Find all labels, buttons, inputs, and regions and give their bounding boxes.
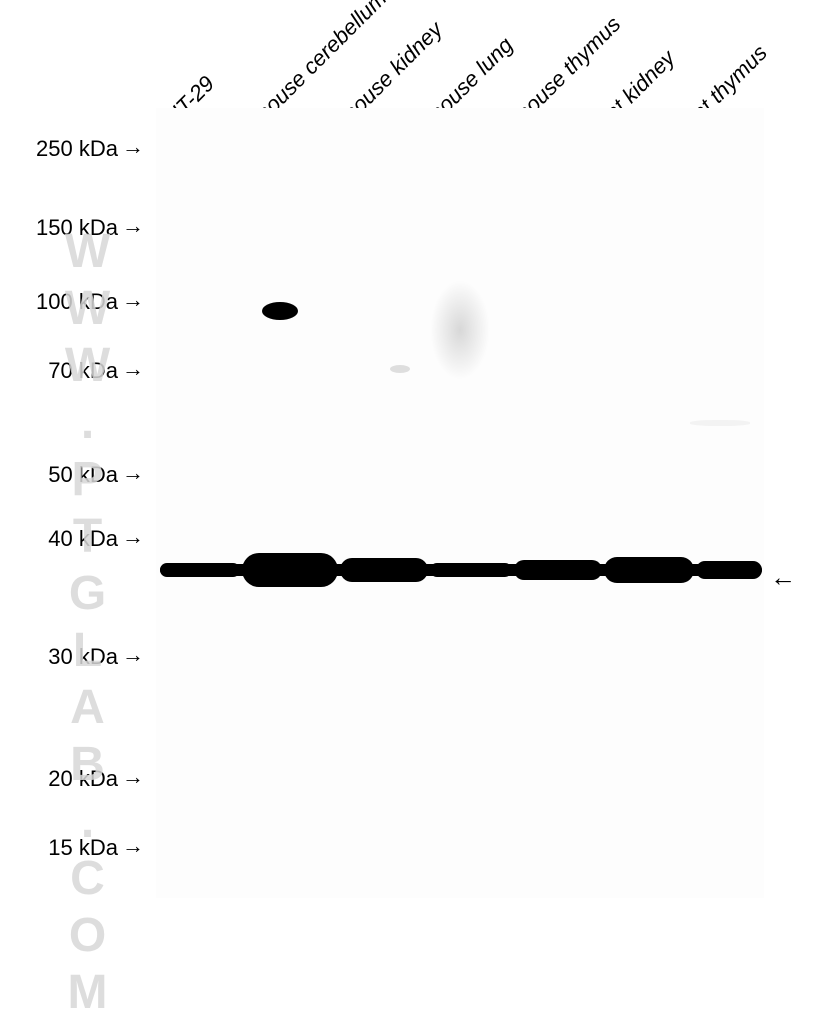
mw-marker-arrow-icon: → [122,460,144,486]
watermark-text: WWW.PTGLAB.COM [60,225,115,1023]
extra-band [390,365,410,373]
extra-band [690,420,750,426]
mw-marker-arrow-icon: → [122,134,144,160]
mw-marker-arrow-icon: → [122,356,144,382]
mw-marker-arrow-icon: → [122,764,144,790]
target-band-arrow: ← [770,562,796,593]
protein-band-connector [160,564,762,576]
mw-marker-arrow-icon: → [122,642,144,668]
mw-marker-arrow-icon: → [122,524,144,550]
blot-membrane [156,108,764,898]
smudge [430,280,490,380]
mw-marker-arrow-icon: → [122,833,144,859]
extra-band [262,302,298,320]
mw-marker-arrow-icon: → [122,287,144,313]
mw-marker-arrow-icon: → [122,213,144,239]
blot-background [156,108,764,898]
mw-marker-label: 250 kDa [36,136,118,162]
